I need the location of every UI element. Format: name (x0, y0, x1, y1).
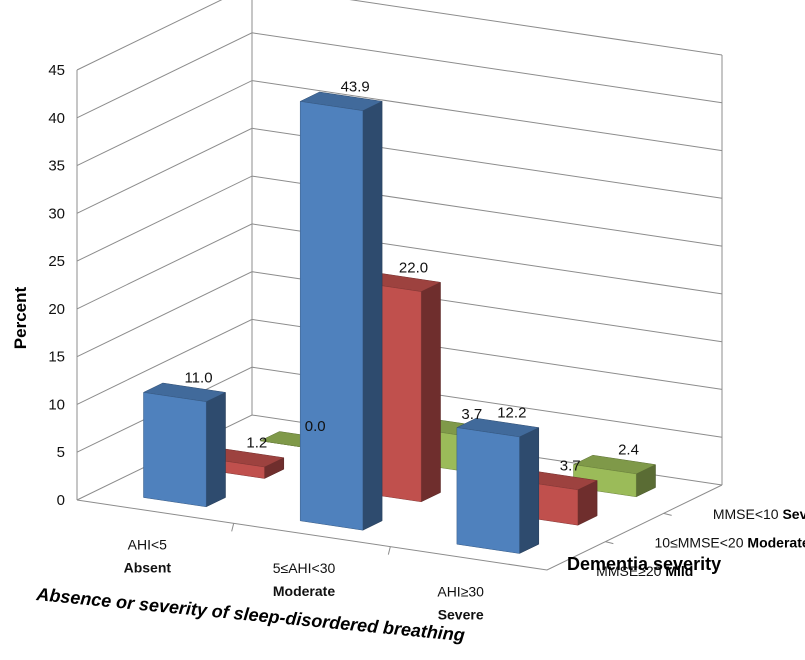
y-tick-label: 45 (48, 62, 65, 79)
bar (142, 382, 227, 508)
category-sublabel: Moderate (273, 583, 335, 599)
y-axis-title: Percent (11, 286, 30, 349)
data-label: 12.2 (497, 405, 526, 422)
y-tick-label: 25 (48, 253, 65, 270)
category-label: 5≤AHI<30 (273, 560, 336, 576)
data-label: 2.4 (618, 442, 639, 459)
x-axis-title: Absence or severity of sleep-disordered … (35, 584, 466, 645)
bar-side-face (519, 427, 540, 554)
bar-side-face (420, 281, 441, 503)
data-labels: 0.0 3.7 2.4 1.2 22.0 3.7 11.0 43.9 12.2 (184, 78, 638, 474)
series-labels: MMSE≥20 Mild 10≤MMSE<20 Moderate MMSE<10 S… (596, 506, 805, 579)
category-label: AHI<5 (128, 537, 168, 553)
gridline (76, 127, 723, 214)
y-tick-label: 40 (48, 110, 65, 127)
bar-side-face (205, 392, 226, 508)
category-sublabel: Absent (124, 560, 172, 576)
depth-axis-title: Dementia severity (567, 554, 721, 574)
bar (299, 91, 383, 531)
category-label: AHI≥30 (437, 583, 484, 599)
data-label: 43.9 (341, 78, 370, 95)
y-tick-label: 0 (57, 492, 65, 509)
bar-front-face (299, 101, 364, 531)
gridlines (76, 0, 723, 571)
category-sublabel: Severe (438, 606, 484, 622)
data-label: 3.7 (461, 406, 482, 423)
series-sublabel: Moderate (747, 535, 805, 551)
bar-side-face (362, 100, 383, 531)
bar-front-face (143, 392, 207, 508)
series-label: MMSE<10 Severe (713, 506, 805, 522)
y-tick-label: 20 (48, 301, 65, 318)
gridline (76, 32, 723, 119)
data-label: 1.2 (246, 435, 267, 452)
category-tick (231, 523, 235, 532)
series-label: 10≤MMSE<20 Moderate (655, 535, 805, 551)
data-label: 22.0 (399, 259, 428, 276)
category-labels: AHI<5 Absent 5≤AHI<30 Moderate AHI≥30 Severe (124, 537, 485, 623)
category-tick (387, 546, 391, 555)
bar (456, 417, 540, 554)
data-label: 3.7 (560, 457, 581, 474)
series-tick (605, 541, 614, 545)
series-label: MMSE≥20 Mild (596, 563, 693, 579)
data-label: 0.0 (305, 418, 326, 435)
gridline (76, 175, 723, 262)
series-sublabel: Mild (665, 563, 693, 579)
series-tick (663, 512, 672, 516)
y-tick-label: 15 (48, 349, 65, 366)
series-sublabel: Severe (782, 506, 805, 522)
bar-front-face (456, 427, 520, 554)
y-axis-ticks: 0 5 10 15 20 25 30 35 40 45 (48, 62, 65, 509)
y-tick-label: 10 (48, 396, 65, 413)
bars (142, 91, 657, 554)
gridline (76, 0, 723, 71)
y-tick-label: 30 (48, 205, 65, 222)
data-label: 11.0 (184, 369, 212, 386)
y-tick-label: 5 (57, 444, 65, 461)
gridline (76, 80, 723, 167)
y-tick-label: 35 (48, 158, 65, 175)
